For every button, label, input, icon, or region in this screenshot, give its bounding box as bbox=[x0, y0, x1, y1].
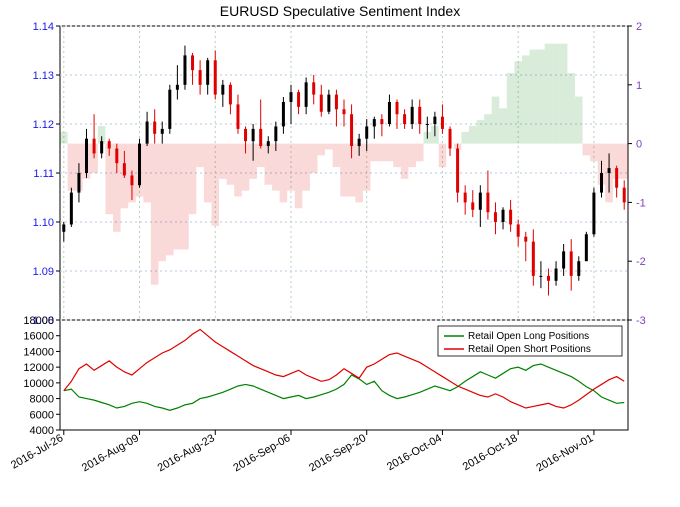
svg-text:8000: 8000 bbox=[30, 394, 54, 406]
svg-text:2016-Aug-23: 2016-Aug-23 bbox=[156, 432, 217, 474]
svg-text:-1: -1 bbox=[636, 197, 646, 209]
svg-text:-3: -3 bbox=[636, 315, 646, 327]
svg-text:1.14: 1.14 bbox=[33, 21, 54, 33]
svg-text:6000: 6000 bbox=[30, 409, 54, 421]
svg-text:Retail Open Short Positions: Retail Open Short Positions bbox=[468, 344, 591, 355]
chart-container: 1.081.091.101.111.121.131.14-3-2-1012201… bbox=[0, 0, 680, 507]
svg-text:1.13: 1.13 bbox=[33, 70, 54, 82]
svg-text:2016-Nov-01: 2016-Nov-01 bbox=[534, 432, 595, 474]
svg-text:16000: 16000 bbox=[23, 331, 54, 343]
svg-text:4000: 4000 bbox=[30, 425, 54, 437]
chart-svg: 1.081.091.101.111.121.131.14-3-2-1012201… bbox=[0, 0, 680, 507]
svg-text:2016-Oct-18: 2016-Oct-18 bbox=[461, 432, 520, 473]
svg-text:12000: 12000 bbox=[23, 362, 54, 374]
svg-text:18000: 18000 bbox=[23, 315, 54, 327]
svg-text:2016-Oct-04: 2016-Oct-04 bbox=[385, 432, 444, 473]
svg-text:1.12: 1.12 bbox=[33, 119, 54, 131]
svg-text:2016-Sep-20: 2016-Sep-20 bbox=[307, 432, 368, 474]
svg-text:2: 2 bbox=[636, 21, 642, 33]
svg-text:-2: -2 bbox=[636, 256, 646, 268]
svg-text:0: 0 bbox=[636, 139, 642, 151]
svg-text:1: 1 bbox=[636, 80, 642, 92]
svg-text:2016-Sep-06: 2016-Sep-06 bbox=[231, 432, 292, 474]
svg-text:Retail Open Long Positions: Retail Open Long Positions bbox=[468, 331, 589, 342]
svg-text:14000: 14000 bbox=[23, 346, 54, 358]
svg-text:10000: 10000 bbox=[23, 378, 54, 390]
svg-text:1.10: 1.10 bbox=[33, 217, 54, 229]
svg-text:2016-Aug-09: 2016-Aug-09 bbox=[80, 432, 141, 474]
chart-title: EURUSD Speculative Sentiment Index bbox=[220, 3, 460, 19]
svg-text:1.09: 1.09 bbox=[33, 266, 54, 278]
svg-text:2016-Jul-26: 2016-Jul-26 bbox=[9, 432, 65, 471]
svg-text:1.11: 1.11 bbox=[33, 168, 54, 180]
